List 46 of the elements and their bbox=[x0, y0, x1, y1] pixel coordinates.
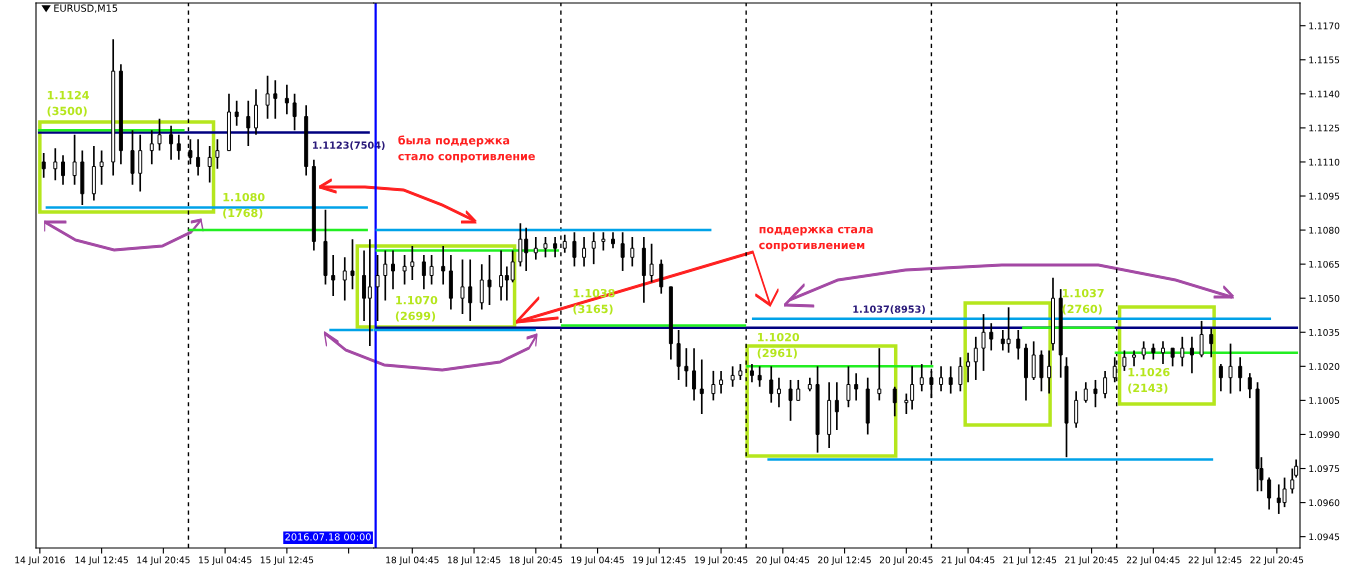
x-tick-label: 18 Jul 12:45 bbox=[447, 556, 501, 565]
x-tick-label: 22 Jul 12:45 bbox=[1188, 556, 1242, 565]
x-tick-label: 19 Jul 20:45 bbox=[694, 556, 748, 565]
x-tick-label: 20 Jul 20:45 bbox=[879, 556, 933, 565]
x-tick-label: 22 Jul 20:45 bbox=[1250, 556, 1304, 565]
annotation: 1.1124 (3500) bbox=[47, 90, 89, 117]
x-tick-label: 21 Jul 20:45 bbox=[1065, 556, 1118, 565]
y-tick-label: 1.0960 bbox=[1309, 499, 1340, 507]
x-tick-label: 14 Jul 20:45 bbox=[137, 556, 190, 565]
y-tick-label: 1.1080 bbox=[1309, 226, 1340, 234]
x-tick-label: 14 Jul 2016 bbox=[15, 556, 65, 565]
x-tick-label: 18 Jul 20:45 bbox=[509, 556, 563, 565]
x-tick-label: 15 Jul 04:45 bbox=[199, 556, 252, 565]
y-tick-label: 1.1005 bbox=[1309, 397, 1340, 404]
annotation: поддержка стала сопротивлением bbox=[759, 226, 873, 252]
y-tick-label: 1.0990 bbox=[1309, 431, 1340, 439]
y-tick-label: 1.1155 bbox=[1309, 56, 1340, 64]
y-tick-label: 1.1170 bbox=[1309, 22, 1340, 30]
chart-title: EURUSD,M15 bbox=[54, 4, 118, 13]
y-tick-label: 1.0975 bbox=[1309, 465, 1340, 473]
x-tick-label: 19 Jul 12:45 bbox=[633, 556, 686, 565]
ref-line-label: 2016.07.18 00:00 bbox=[285, 533, 371, 541]
y-tick-label: 1.1020 bbox=[1309, 363, 1340, 370]
x-tick-label: 18 Jul 04:45 bbox=[386, 556, 439, 565]
annotation: 1.1080 (1768) bbox=[223, 192, 265, 219]
y-tick-label: 1.1125 bbox=[1309, 124, 1340, 132]
y-tick-label: 1.0945 bbox=[1309, 533, 1340, 541]
y-tick-label: 1.1140 bbox=[1309, 90, 1340, 98]
x-tick-label: 21 Jul 04:45 bbox=[941, 556, 995, 565]
annotation: 1.1070 (2699) bbox=[395, 295, 438, 322]
x-tick-label: 20 Jul 04:45 bbox=[756, 556, 810, 565]
x-tick-label: 22 Jul 04:45 bbox=[1126, 556, 1180, 565]
y-tick-label: 1.1110 bbox=[1309, 158, 1340, 166]
x-tick-label: 19 Jul 04:45 bbox=[571, 556, 624, 565]
x-tick-label: 14 Jul 12:45 bbox=[75, 556, 128, 565]
x-tick-label: 20 Jul 12:45 bbox=[818, 556, 871, 565]
x-tick-label: 21 Jul 12:45 bbox=[1003, 556, 1057, 565]
y-tick-label: 1.1050 bbox=[1309, 294, 1340, 302]
x-tick-label: 15 Jul 12:45 bbox=[260, 556, 314, 565]
y-tick-label: 1.1065 bbox=[1309, 260, 1340, 268]
annotation: 1.1026 (2143) bbox=[1128, 367, 1170, 394]
annotation: была поддержка стало сопротивление bbox=[398, 135, 535, 163]
annotation: 1.1037(8953) bbox=[853, 305, 925, 314]
y-tick-label: 1.1035 bbox=[1309, 329, 1340, 336]
annotation: 1.1020 (2961) bbox=[757, 332, 800, 359]
y-tick-label: 1.1095 bbox=[1309, 192, 1340, 200]
